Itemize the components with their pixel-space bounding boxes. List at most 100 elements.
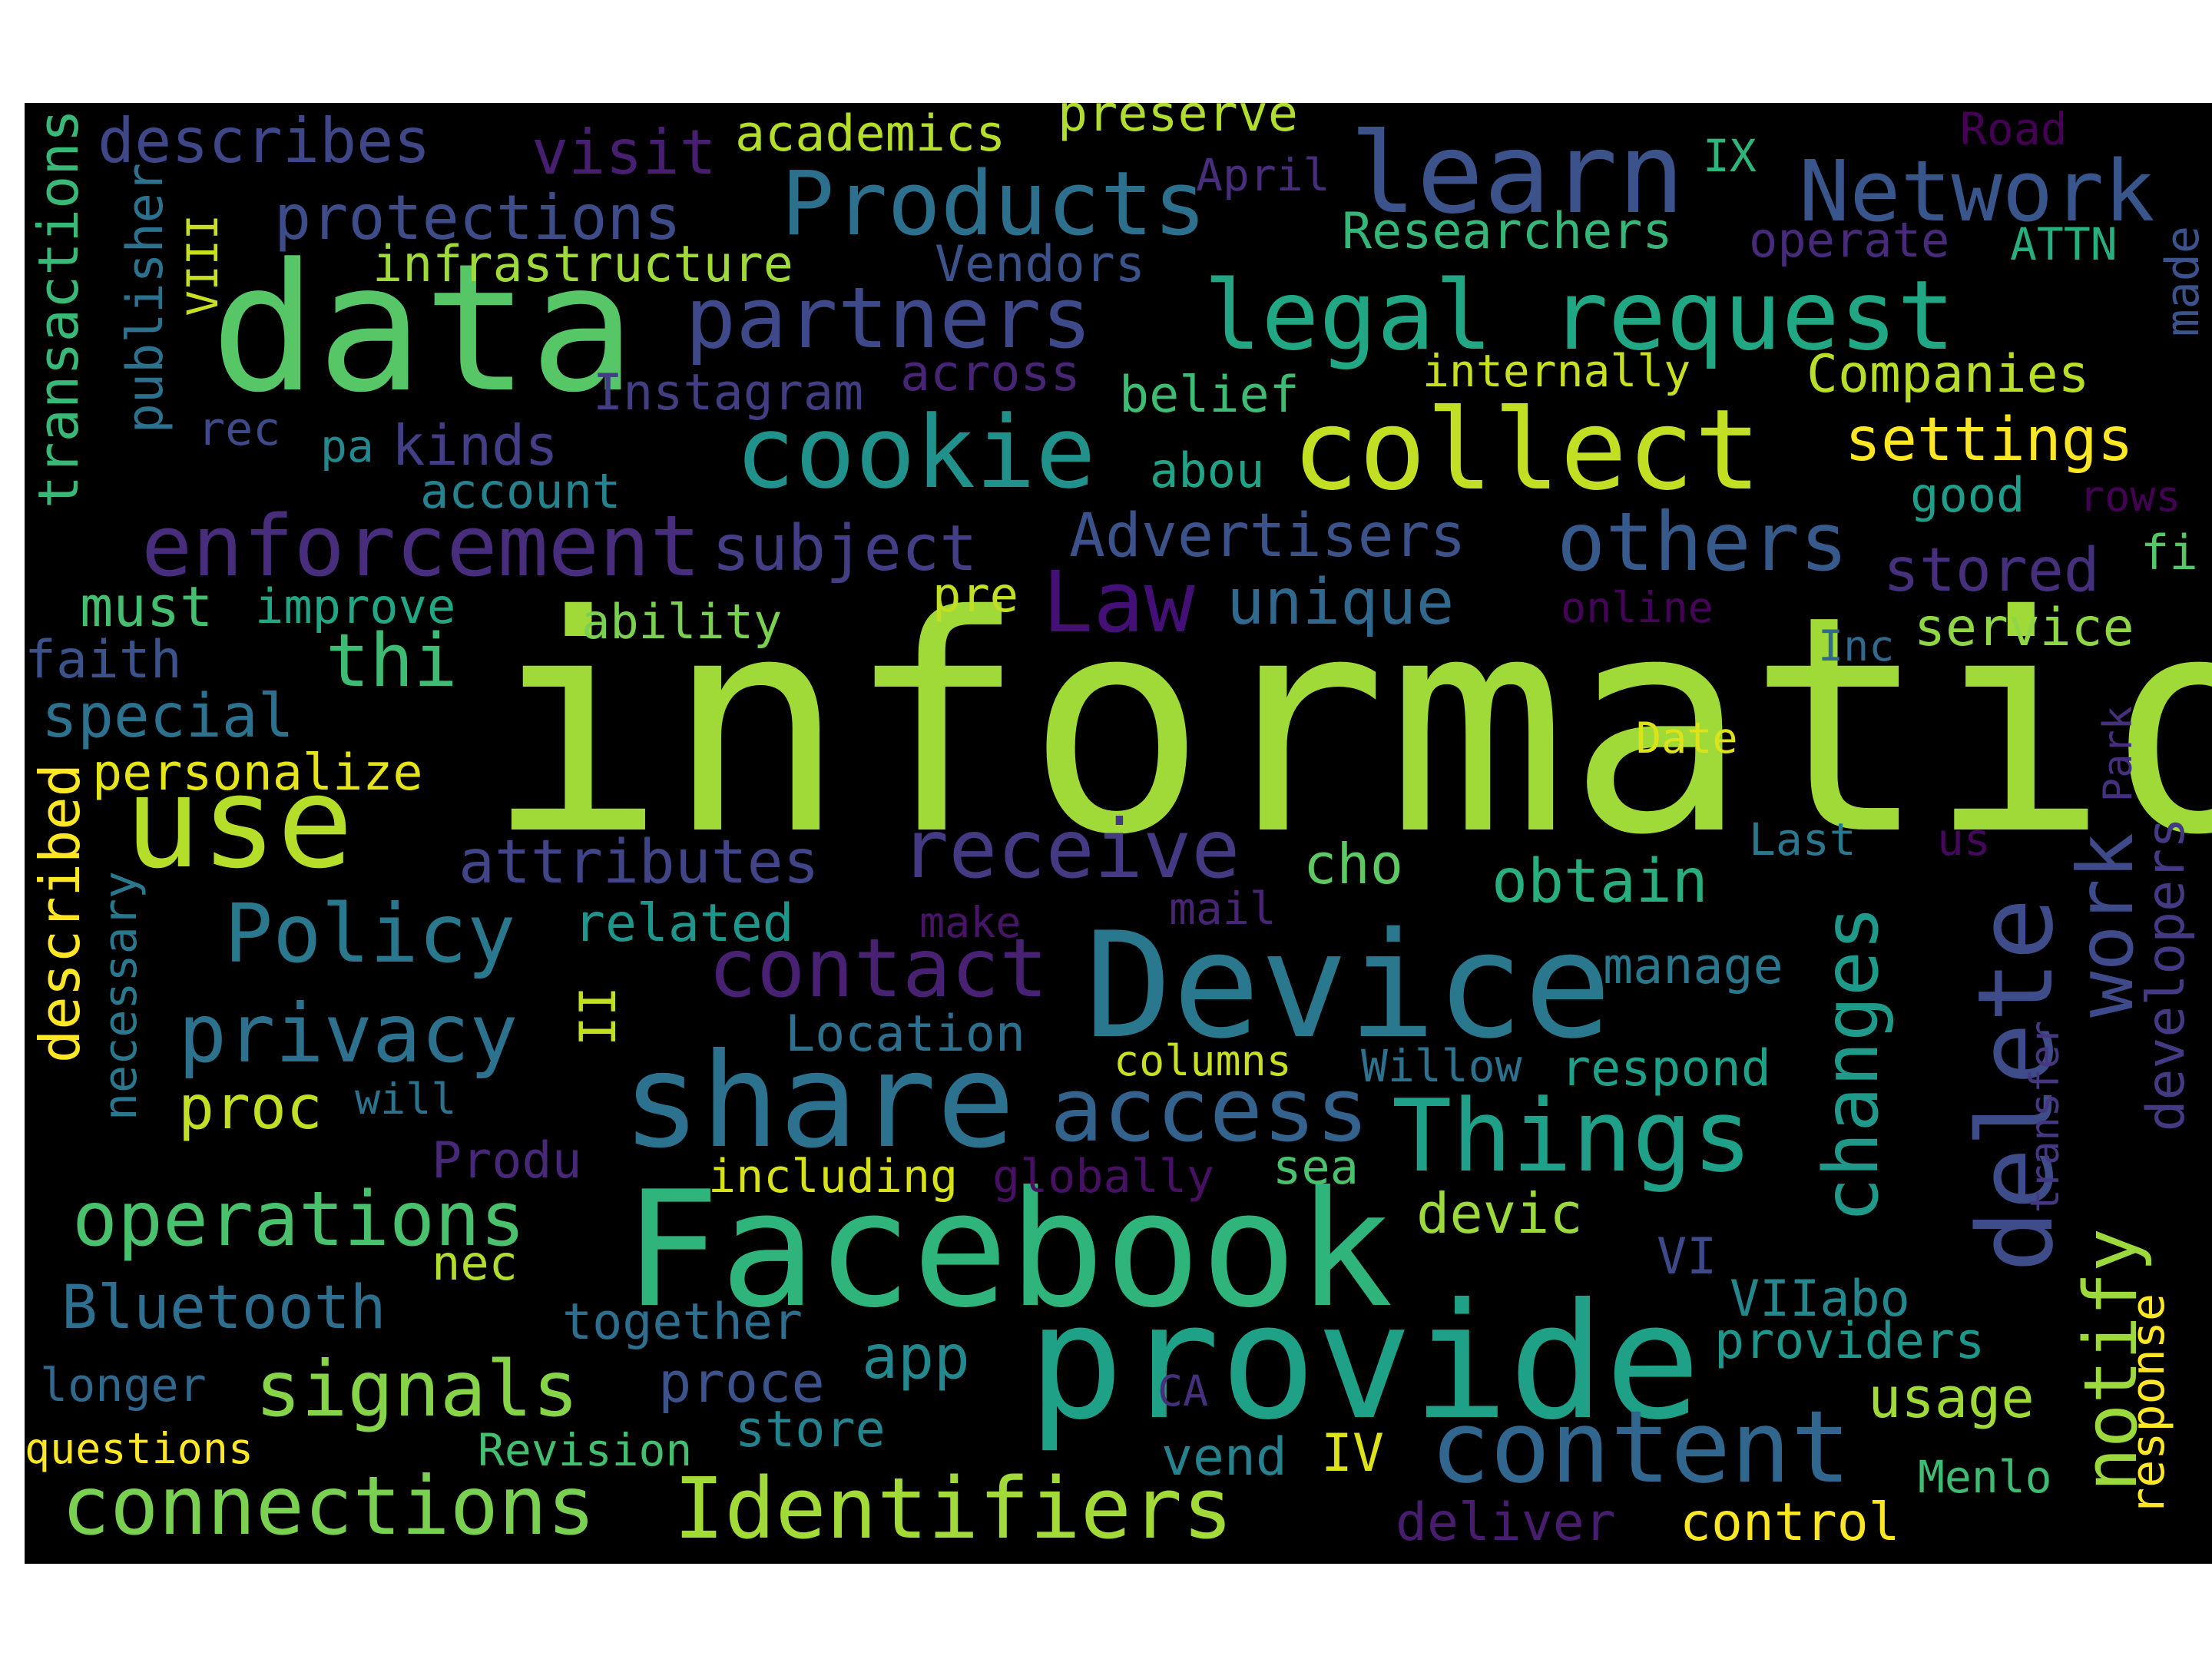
word: publisher bbox=[117, 163, 174, 434]
word: connections bbox=[61, 1459, 596, 1553]
word: response bbox=[2121, 1293, 2175, 1515]
word: access bbox=[1050, 1059, 1369, 1162]
word: made bbox=[2156, 226, 2210, 337]
word: related bbox=[574, 893, 794, 954]
word: columns bbox=[1114, 1036, 1292, 1085]
word: Device bbox=[1084, 901, 1612, 1071]
word: legal request bbox=[1204, 260, 1955, 372]
word: provide bbox=[1028, 1270, 1701, 1455]
word: enforcement bbox=[141, 497, 701, 595]
word: Last bbox=[1749, 813, 1856, 866]
word: data bbox=[210, 227, 636, 432]
word: VIIabo bbox=[1730, 1270, 1910, 1328]
word: improve bbox=[255, 578, 456, 634]
word: fi bbox=[2141, 525, 2198, 581]
word: respond bbox=[1561, 1040, 1771, 1098]
word: privacy bbox=[178, 987, 518, 1081]
word: developers bbox=[2136, 817, 2197, 1132]
word: Instagram bbox=[593, 364, 864, 422]
word: IV bbox=[1321, 1423, 1384, 1484]
word: make bbox=[919, 898, 1022, 947]
word: preserve bbox=[1058, 103, 1299, 143]
word: ability bbox=[581, 594, 783, 650]
word: information bbox=[485, 551, 2212, 900]
word: VI bbox=[1657, 1228, 1717, 1286]
word: Location bbox=[785, 1005, 1026, 1063]
word: Researchers bbox=[1342, 203, 1673, 260]
word: learn bbox=[1349, 109, 1685, 239]
word: Network bbox=[1799, 142, 2155, 240]
word: Policy bbox=[224, 887, 516, 981]
word: CA bbox=[1157, 1366, 1209, 1416]
word: describes bbox=[98, 105, 431, 177]
word: Date bbox=[1636, 714, 1738, 763]
word: attributes bbox=[459, 828, 820, 897]
word: Things bbox=[1392, 1078, 1753, 1194]
word: sea bbox=[1273, 1139, 1359, 1195]
word: operate bbox=[1749, 212, 1950, 268]
word: control bbox=[1680, 1492, 1900, 1553]
word: cookie bbox=[735, 394, 1096, 511]
word: operations bbox=[72, 1176, 526, 1263]
word: cho bbox=[1303, 832, 1404, 896]
word: visit bbox=[531, 117, 717, 188]
word: stored bbox=[1883, 536, 2100, 605]
word: special bbox=[41, 682, 294, 751]
word: devic bbox=[1416, 1181, 1583, 1246]
word: unique bbox=[1227, 566, 1455, 639]
word: proce bbox=[658, 1350, 825, 1415]
word: store bbox=[735, 1401, 886, 1459]
word: service bbox=[1914, 598, 2134, 658]
word: work bbox=[2061, 833, 2151, 1018]
word: others bbox=[1557, 495, 1849, 589]
word: subject bbox=[712, 512, 978, 585]
word: internally bbox=[1422, 345, 1691, 397]
word: pa bbox=[320, 420, 374, 472]
word: obtain bbox=[1492, 847, 1708, 916]
word: manage bbox=[1603, 938, 1783, 995]
word: transactions bbox=[26, 109, 91, 509]
word: Menlo bbox=[1918, 1451, 2052, 1503]
word: faith bbox=[25, 630, 182, 690]
word: Park bbox=[2095, 706, 2141, 803]
word: April bbox=[1196, 149, 1330, 201]
word: deliver bbox=[1396, 1492, 1616, 1553]
word: globally bbox=[992, 1150, 1214, 1204]
word: us bbox=[1937, 813, 1991, 866]
word: providers bbox=[1714, 1313, 1985, 1370]
word: good bbox=[1910, 467, 2025, 523]
word: partners bbox=[685, 269, 1092, 367]
word: ATTN bbox=[2010, 218, 2118, 270]
word: Bluetooth bbox=[61, 1273, 386, 1343]
word: Road bbox=[1960, 103, 2068, 155]
word: thi bbox=[326, 619, 458, 704]
word: content bbox=[1430, 1389, 1851, 1505]
word: Vendors bbox=[935, 236, 1145, 293]
word: kinds bbox=[392, 413, 558, 478]
word: Facebook bbox=[624, 1157, 1393, 1343]
word: vend bbox=[1161, 1427, 1287, 1488]
word-cloud: information data Facebook provide Device… bbox=[25, 103, 2212, 1564]
word: Identifiers bbox=[674, 1459, 1233, 1558]
word: contact bbox=[708, 922, 1048, 1015]
word: use bbox=[124, 749, 354, 896]
word: must bbox=[80, 575, 214, 639]
word: academics bbox=[735, 105, 1006, 163]
word: Inc bbox=[1818, 621, 1895, 671]
word: proc bbox=[178, 1074, 323, 1143]
word: share bbox=[622, 1025, 1015, 1177]
word: settings bbox=[1845, 406, 2134, 475]
word: necessary bbox=[94, 871, 147, 1121]
word: Willow bbox=[1361, 1040, 1522, 1092]
word: transfer bbox=[2022, 1021, 2068, 1214]
word: mail bbox=[1169, 882, 1277, 935]
word: abou bbox=[1150, 442, 1265, 498]
word: pre bbox=[932, 567, 1018, 623]
word: Products bbox=[781, 153, 1207, 256]
word: nec bbox=[432, 1235, 518, 1291]
word: described bbox=[28, 763, 92, 1064]
word: will bbox=[355, 1075, 457, 1124]
word: personalize bbox=[92, 744, 423, 802]
word: Revision bbox=[478, 1424, 693, 1476]
word: belief bbox=[1119, 366, 1300, 424]
